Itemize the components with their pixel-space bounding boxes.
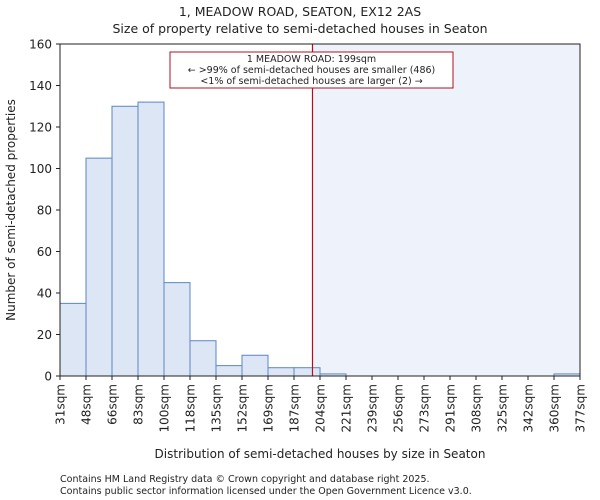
- x-tick-label: 135sqm: [210, 384, 224, 432]
- bars-group: [59, 101, 581, 377]
- y-axis: 0 20 40 60 80 100 120 140 160: [29, 38, 60, 384]
- plot-area: 0 20 40 60 80 100 120 140 160 31sqm 48sqm 66sqm 83s…: [29, 38, 587, 433]
- y-tick-label: 60: [37, 245, 52, 259]
- x-tick-label: 204sqm: [314, 384, 328, 432]
- x-tick-label: 325sqm: [496, 384, 510, 432]
- chart-subtitle: Size of property relative to semi-detach…: [112, 21, 487, 36]
- x-tick-label: 66sqm: [106, 384, 120, 425]
- y-axis-label: Number of semi-detached properties: [4, 99, 18, 321]
- x-tick-label: 83sqm: [132, 384, 146, 425]
- annotation-line-1: 1 MEADOW ROAD: 199sqm: [247, 54, 376, 65]
- x-axis: 31sqm 48sqm 66sqm 83sqm 100sqm 118sqm 135sqm 15…: [54, 376, 588, 432]
- y-tick-label: 100: [29, 162, 52, 176]
- annotation-line-3: <1% of semi-detached houses are larger (…: [200, 76, 422, 87]
- footer-line-1: Contains HM Land Registry data © Crown c…: [60, 474, 430, 485]
- x-tick-label: 360sqm: [548, 384, 562, 432]
- bar-135sqm: [215, 365, 243, 377]
- x-tick-label: 291sqm: [444, 384, 458, 432]
- bar-152sqm: [241, 354, 269, 377]
- annotation-box: [169, 51, 454, 89]
- x-tick-label: 48sqm: [80, 384, 94, 425]
- chart-title: 1, MEADOW ROAD, SEATON, EX12 2AS: [179, 4, 421, 19]
- x-axis-label: Distribution of semi-detached houses by …: [155, 447, 486, 461]
- x-tick-label: 256sqm: [392, 384, 406, 432]
- bar-48sqm: [85, 157, 113, 377]
- y-tick-label: 160: [29, 38, 52, 52]
- x-tick-label: 308sqm: [470, 384, 484, 432]
- annotation-line-2: ← >99% of semi-detached houses are small…: [188, 65, 436, 76]
- property-annotation: 1 MEADOW ROAD: 199sqm ← >99% of semi-det…: [169, 51, 454, 89]
- x-tick-label: 152sqm: [236, 384, 250, 432]
- x-tick-label: 100sqm: [158, 384, 172, 432]
- x-tick-label: 31sqm: [54, 384, 68, 425]
- bar-100sqm: [163, 282, 191, 377]
- y-tick-label: 0: [44, 370, 52, 384]
- y-tick-label: 140: [29, 79, 52, 93]
- footer-line-2: Contains public sector information licen…: [60, 486, 472, 497]
- x-tick-label: 377sqm: [574, 384, 588, 432]
- y-tick-label: 120: [29, 121, 52, 135]
- x-tick-label: 273sqm: [418, 384, 432, 432]
- x-tick-label: 187sqm: [288, 384, 302, 432]
- larger-region-shade: [312, 44, 580, 376]
- bar-187sqm: [293, 367, 321, 377]
- bar-118sqm: [189, 340, 217, 377]
- x-tick-label: 118sqm: [184, 384, 198, 432]
- y-tick-label: 40: [37, 287, 52, 301]
- x-tick-label: 169sqm: [262, 384, 276, 432]
- bar-169sqm: [267, 367, 295, 377]
- y-tick-label: 20: [37, 328, 52, 342]
- y-tick-label: 80: [37, 204, 52, 218]
- bar-31sqm: [59, 302, 87, 377]
- x-tick-label: 239sqm: [366, 384, 380, 432]
- x-tick-label: 342sqm: [522, 384, 536, 432]
- bar-66sqm: [111, 105, 139, 377]
- bar-83sqm: [137, 101, 165, 377]
- x-tick-label: 221sqm: [340, 384, 354, 432]
